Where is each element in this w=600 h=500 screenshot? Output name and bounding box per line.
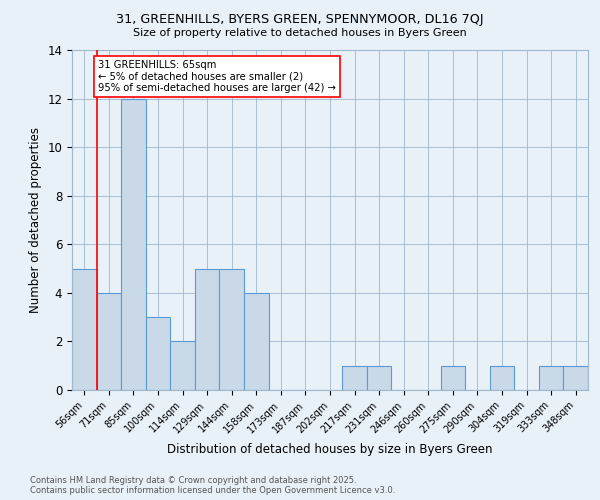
Y-axis label: Number of detached properties: Number of detached properties [29, 127, 42, 313]
Bar [244, 293, 269, 390]
Bar [72, 268, 97, 390]
Text: Size of property relative to detached houses in Byers Green: Size of property relative to detached ho… [133, 28, 467, 38]
Text: 31 GREENHILLS: 65sqm
← 5% of detached houses are smaller (2)
95% of semi-detache: 31 GREENHILLS: 65sqm ← 5% of detached ho… [98, 60, 335, 93]
Bar [97, 293, 121, 390]
Bar [146, 317, 170, 390]
Bar [367, 366, 391, 390]
Bar [539, 366, 563, 390]
Bar [195, 268, 220, 390]
Text: Contains HM Land Registry data © Crown copyright and database right 2025.
Contai: Contains HM Land Registry data © Crown c… [30, 476, 395, 495]
X-axis label: Distribution of detached houses by size in Byers Green: Distribution of detached houses by size … [167, 443, 493, 456]
Bar [220, 268, 244, 390]
Bar [440, 366, 465, 390]
Bar [121, 98, 146, 390]
Bar [490, 366, 514, 390]
Bar [342, 366, 367, 390]
Bar [563, 366, 588, 390]
Bar [170, 342, 195, 390]
Text: 31, GREENHILLS, BYERS GREEN, SPENNYMOOR, DL16 7QJ: 31, GREENHILLS, BYERS GREEN, SPENNYMOOR,… [116, 12, 484, 26]
